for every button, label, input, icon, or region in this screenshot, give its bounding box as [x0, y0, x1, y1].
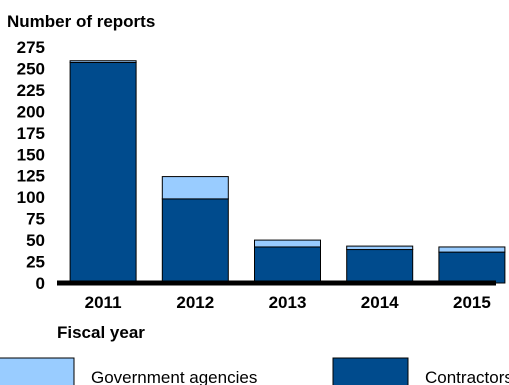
bar-government-agencies-2013 — [254, 239, 321, 248]
y-axis-ticks: 0 25 50 75 100 125 150 175 200 225 250 275 — [17, 38, 45, 293]
y-tick-label: 125 — [17, 167, 45, 186]
bar-government-agencies-2012 — [161, 176, 229, 200]
legend-swatch-government-agencies — [0, 357, 75, 385]
bars — [69, 60, 506, 284]
x-tick-label: 2011 — [85, 293, 122, 312]
y-tick-label: 50 — [26, 231, 45, 250]
bar-government-agencies-2015 — [438, 246, 506, 253]
x-axis-ticks: 2011 2012 2013 2014 2015 — [85, 293, 491, 312]
bar-government-agencies-2011 — [69, 60, 137, 63]
x-axis-label: Fiscal year — [57, 323, 145, 342]
bar-contractors-2015 — [438, 251, 506, 284]
bar-contractors-2014 — [346, 249, 414, 284]
bar-contractors-2011 — [69, 61, 137, 284]
y-tick-label: 25 — [26, 253, 45, 272]
legend-swatch-contractors — [332, 357, 409, 385]
x-tick-label: 2015 — [453, 293, 491, 312]
bar-government-agencies-2014 — [346, 245, 414, 251]
bar-contractors-2012 — [161, 198, 229, 284]
x-tick-label: 2012 — [176, 293, 214, 312]
y-tick-label: 175 — [17, 124, 45, 143]
y-tick-label: 250 — [17, 59, 45, 78]
y-tick-label: 100 — [17, 188, 45, 207]
legend-label-contractors: Contractors — [425, 368, 509, 385]
y-tick-label: 225 — [17, 81, 45, 100]
legend: Government agencies Contractors — [0, 357, 509, 385]
legend-label-government-agencies: Government agencies — [91, 368, 257, 385]
x-tick-label: 2013 — [269, 293, 307, 312]
x-tick-label: 2014 — [361, 293, 399, 312]
bar-contractors-2013 — [254, 246, 321, 284]
y-tick-label: 150 — [17, 145, 45, 164]
y-axis-label: Number of reports — [7, 12, 155, 31]
y-tick-label: 275 — [17, 38, 45, 57]
y-tick-label: 0 — [36, 274, 45, 293]
y-tick-label: 200 — [17, 102, 45, 121]
y-tick-label: 75 — [26, 210, 45, 229]
